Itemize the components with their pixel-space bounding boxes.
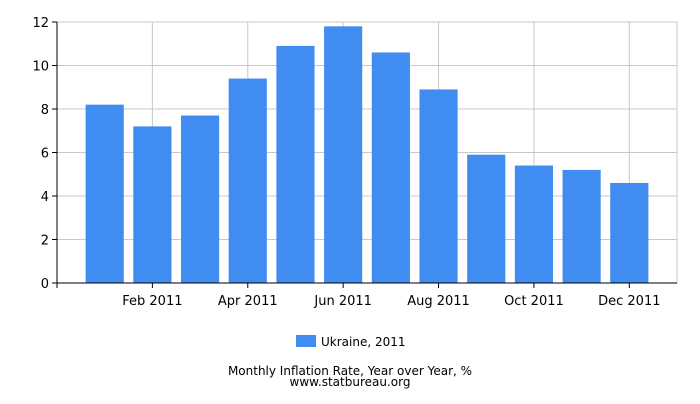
- x-tick-label: Feb 2011: [122, 294, 182, 309]
- bar: [514, 165, 553, 283]
- chart-title: Monthly Inflation Rate, Year over Year, …: [228, 364, 472, 378]
- bar: [228, 78, 267, 283]
- legend: Ukraine, 2011: [296, 335, 406, 349]
- x-tick-label: Oct 2011: [504, 294, 564, 309]
- legend-label: Ukraine, 2011: [321, 335, 406, 349]
- bar: [133, 126, 172, 284]
- y-tick-label: 6: [41, 147, 49, 162]
- bar: [85, 104, 124, 284]
- bars-layer: [85, 26, 649, 284]
- x-tick-label: Jun 2011: [313, 294, 372, 309]
- axes-layer: 0 2 4 6 8 10 12 Feb 2011 Apr 2011 Jun 2011 Aug 201…: [32, 16, 677, 309]
- legend-swatch: [296, 335, 316, 347]
- y-tick-label: 12: [32, 16, 49, 31]
- y-tick-label: 10: [32, 60, 49, 75]
- y-tick-label: 8: [41, 103, 49, 118]
- bar: [610, 182, 649, 283]
- y-tick-label: 0: [41, 277, 49, 292]
- bar: [371, 52, 410, 284]
- bar: [467, 154, 506, 283]
- bar: [276, 45, 315, 283]
- y-tick-label: 4: [41, 190, 49, 205]
- bar: [324, 26, 363, 283]
- y-tick-label: 2: [41, 234, 49, 249]
- bar: [181, 115, 220, 284]
- x-tick-label: Dec 2011: [598, 294, 660, 309]
- bar: [562, 169, 601, 283]
- source-url: www.statbureau.org: [290, 375, 411, 389]
- x-tick-label: Apr 2011: [218, 294, 278, 309]
- bar: [419, 89, 458, 283]
- x-tick-label: Aug 2011: [407, 294, 470, 309]
